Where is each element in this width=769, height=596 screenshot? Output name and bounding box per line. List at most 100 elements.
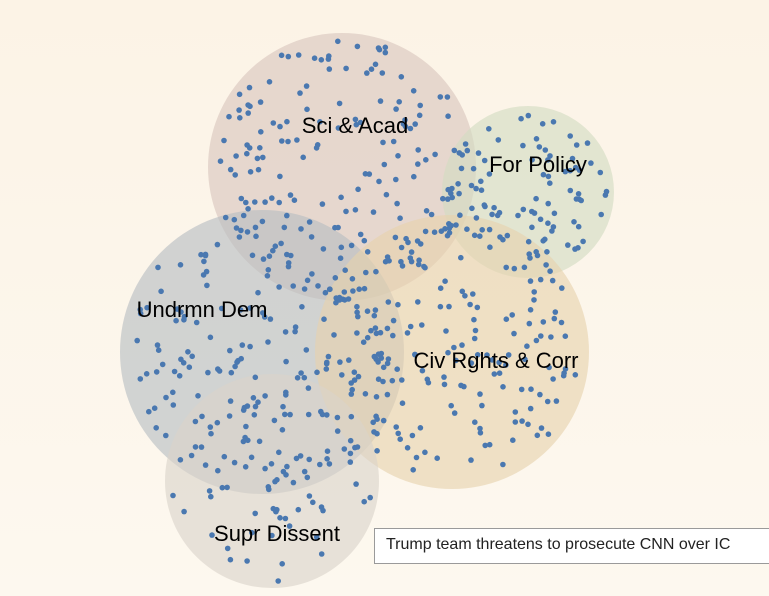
article-dot[interactable] (477, 425, 483, 432)
article-dot[interactable] (378, 355, 385, 361)
article-dot[interactable] (576, 196, 583, 203)
article-dot[interactable] (500, 461, 506, 468)
article-dot[interactable] (519, 418, 525, 424)
article-dot[interactable] (467, 301, 473, 308)
article-dot[interactable] (222, 214, 229, 221)
article-dot[interactable] (260, 256, 267, 262)
article-dot[interactable] (159, 361, 166, 368)
article-dot[interactable] (456, 190, 462, 197)
article-dot[interactable] (153, 369, 160, 375)
article-dot[interactable] (380, 417, 387, 424)
article-dot[interactable] (576, 167, 583, 173)
article-dot[interactable] (394, 366, 401, 373)
article-dot[interactable] (471, 232, 478, 239)
article-dot[interactable] (267, 316, 274, 322)
article-dot[interactable] (598, 211, 604, 218)
article-dot[interactable] (314, 369, 320, 376)
article-dot[interactable] (306, 456, 313, 463)
article-dot[interactable] (265, 484, 272, 490)
article-dot[interactable] (163, 394, 169, 401)
article-dot[interactable] (520, 206, 527, 213)
article-dot[interactable] (397, 436, 404, 443)
article-dot[interactable] (254, 155, 261, 162)
article-dot[interactable] (239, 342, 246, 348)
article-dot[interactable] (526, 320, 533, 327)
article-dot[interactable] (221, 137, 227, 144)
article-dot[interactable] (545, 220, 551, 226)
article-dot[interactable] (233, 225, 240, 231)
article-dot[interactable] (417, 102, 424, 109)
article-dot[interactable] (372, 307, 379, 313)
article-dot[interactable] (413, 454, 420, 461)
article-dot[interactable] (546, 364, 552, 371)
article-dot[interactable] (240, 407, 247, 413)
article-dot[interactable] (393, 106, 399, 112)
article-dot[interactable] (419, 322, 425, 328)
article-dot[interactable] (489, 211, 495, 218)
article-dot[interactable] (275, 578, 282, 584)
article-dot[interactable] (306, 493, 313, 499)
article-dot[interactable] (597, 169, 604, 176)
article-dot[interactable] (325, 353, 332, 360)
article-dot[interactable] (375, 376, 382, 383)
article-dot[interactable] (315, 283, 321, 289)
article-dot[interactable] (462, 293, 468, 299)
article-dot[interactable] (304, 277, 311, 284)
article-dot[interactable] (458, 254, 464, 261)
article-dot[interactable] (437, 285, 444, 292)
article-dot[interactable] (232, 363, 238, 370)
article-dot[interactable] (518, 386, 525, 393)
article-dot[interactable] (551, 210, 558, 217)
article-dot[interactable] (478, 187, 485, 193)
article-dot[interactable] (407, 125, 414, 132)
article-dot[interactable] (269, 532, 275, 539)
article-dot[interactable] (252, 199, 258, 205)
article-dot[interactable] (214, 241, 221, 248)
article-dot[interactable] (240, 438, 247, 445)
article-dot[interactable] (453, 357, 459, 364)
article-dot[interactable] (284, 251, 290, 258)
article-dot[interactable] (461, 383, 467, 390)
article-dot[interactable] (201, 258, 207, 265)
article-dot[interactable] (397, 215, 403, 221)
article-dot[interactable] (227, 556, 234, 563)
article-dot[interactable] (237, 307, 244, 313)
article-dot[interactable] (322, 289, 329, 296)
article-dot[interactable] (533, 195, 539, 202)
article-dot[interactable] (199, 413, 205, 420)
article-dot[interactable] (361, 285, 368, 292)
article-dot[interactable] (459, 152, 466, 158)
article-dot[interactable] (453, 222, 459, 228)
article-dot[interactable] (303, 347, 310, 353)
article-dot[interactable] (398, 258, 404, 265)
article-dot[interactable] (380, 364, 387, 371)
article-dot[interactable] (510, 437, 516, 444)
article-dot[interactable] (486, 171, 493, 177)
article-dot[interactable] (560, 372, 567, 379)
article-dot[interactable] (471, 316, 477, 323)
article-dot[interactable] (262, 393, 268, 399)
article-dot[interactable] (300, 154, 307, 161)
article-dot[interactable] (198, 251, 204, 258)
article-dot[interactable] (550, 119, 557, 125)
article-dot[interactable] (170, 402, 177, 408)
article-dot[interactable] (415, 261, 422, 268)
article-dot[interactable] (567, 167, 573, 174)
article-dot[interactable] (399, 400, 406, 407)
article-dot[interactable] (489, 357, 496, 363)
article-dot[interactable] (188, 452, 195, 459)
article-dot[interactable] (415, 161, 421, 167)
article-dot[interactable] (389, 377, 396, 384)
article-dot[interactable] (531, 289, 537, 295)
article-dot[interactable] (332, 275, 339, 281)
article-dot[interactable] (252, 510, 258, 517)
article-dot[interactable] (247, 103, 253, 110)
article-dot[interactable] (320, 246, 327, 252)
article-dot[interactable] (321, 316, 327, 323)
article-dot[interactable] (255, 399, 261, 406)
article-dot[interactable] (441, 381, 448, 388)
article-dot[interactable] (373, 413, 379, 420)
article-dot[interactable] (468, 457, 474, 463)
article-dot[interactable] (236, 91, 243, 98)
article-dot[interactable] (407, 255, 414, 261)
